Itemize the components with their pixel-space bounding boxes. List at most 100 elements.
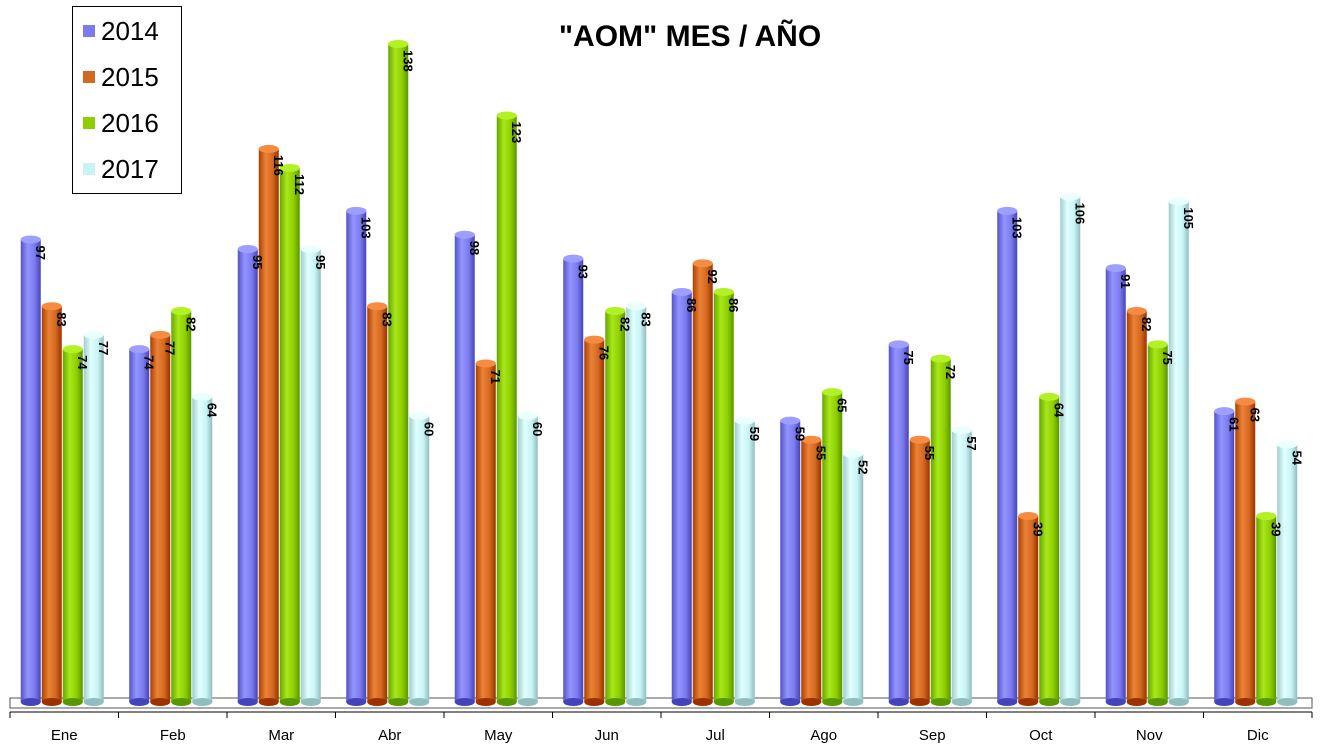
data-label-2017-Jun: 83 bbox=[638, 312, 653, 326]
data-label-2017-Abr: 60 bbox=[421, 422, 436, 436]
bar-top bbox=[843, 450, 864, 459]
bar-2015-Ene bbox=[41, 302, 62, 706]
bar-base bbox=[83, 698, 104, 706]
bar-base bbox=[605, 698, 626, 706]
data-label-2016-Sep: 72 bbox=[943, 365, 958, 379]
bar-base bbox=[346, 698, 367, 706]
bar-2014-Jun bbox=[563, 254, 584, 706]
legend-item-2017: 2017 bbox=[83, 149, 159, 189]
bar-base bbox=[150, 698, 171, 706]
x-tick-label-Sep: Sep bbox=[919, 727, 946, 744]
bar-2017-Dic bbox=[1277, 440, 1298, 706]
data-label-2016-Ene: 74 bbox=[75, 355, 90, 370]
bar-2017-Nov bbox=[1168, 197, 1189, 706]
bar-body bbox=[801, 439, 822, 702]
bar-top bbox=[1126, 307, 1147, 316]
bar-base bbox=[997, 698, 1018, 706]
x-tick-label-Oct: Oct bbox=[1029, 727, 1053, 744]
bar-body bbox=[388, 44, 409, 702]
bar-base bbox=[951, 698, 972, 706]
bar-base bbox=[300, 698, 321, 706]
data-label-2014-Abr: 103 bbox=[358, 217, 373, 239]
data-label-2017-Ene: 77 bbox=[96, 341, 111, 355]
bar-top bbox=[475, 359, 496, 368]
bar-body bbox=[1147, 344, 1168, 702]
bar-2014-Abr bbox=[346, 206, 367, 706]
bar-base bbox=[475, 698, 496, 706]
bar-top bbox=[1039, 392, 1060, 401]
bar-body bbox=[83, 334, 104, 702]
bar-top bbox=[517, 411, 538, 420]
bar-body bbox=[279, 167, 300, 702]
bar-base bbox=[888, 698, 909, 706]
data-label-2014-Feb: 74 bbox=[141, 355, 156, 370]
x-tick-label-Dic: Dic bbox=[1247, 727, 1269, 744]
bar-body bbox=[454, 234, 475, 702]
bar-top bbox=[1277, 440, 1298, 449]
bar-body bbox=[1060, 196, 1081, 702]
bar-body bbox=[1168, 201, 1189, 702]
bar-base bbox=[454, 698, 475, 706]
bar-top bbox=[41, 302, 62, 311]
bar-top bbox=[1256, 512, 1277, 521]
bar-top bbox=[1214, 407, 1235, 416]
bar-top bbox=[584, 335, 605, 344]
x-tick-label-Nov: Nov bbox=[1136, 727, 1163, 744]
bar-body bbox=[713, 291, 734, 702]
bar-2017-May bbox=[517, 411, 538, 706]
bar-base bbox=[1105, 698, 1126, 706]
bar-body bbox=[1214, 411, 1235, 702]
legend-label-2015: 2015 bbox=[101, 61, 159, 92]
bar-base bbox=[20, 698, 41, 706]
bar-base bbox=[517, 698, 538, 706]
bar-base bbox=[930, 698, 951, 706]
x-tick-label-Jul: Jul bbox=[706, 727, 725, 744]
bar-2016-Ene bbox=[62, 345, 83, 706]
bar-body bbox=[822, 392, 843, 702]
bar-base bbox=[258, 698, 279, 706]
bar-body bbox=[1277, 444, 1298, 702]
bar-top bbox=[388, 40, 409, 48]
bar-2017-Ago bbox=[843, 450, 864, 706]
bar-base bbox=[563, 698, 584, 706]
bar-2016-Feb bbox=[171, 307, 192, 706]
bar-2017-Sep bbox=[951, 426, 972, 706]
legend-swatch-2017 bbox=[83, 163, 95, 175]
bar-2016-Dic bbox=[1256, 512, 1277, 706]
bar-body bbox=[517, 415, 538, 702]
bar-2017-Mar bbox=[300, 245, 321, 706]
bar-body bbox=[692, 263, 713, 702]
bar-top bbox=[801, 435, 822, 444]
bar-base bbox=[388, 698, 409, 706]
bar-body bbox=[62, 349, 83, 702]
bar-2015-Abr bbox=[367, 302, 388, 706]
x-tick-label-Mar: Mar bbox=[268, 727, 294, 744]
bar-top bbox=[930, 354, 951, 363]
data-label-2015-Nov: 82 bbox=[1139, 317, 1154, 331]
bar-2017-Ene bbox=[83, 330, 104, 706]
bar-top bbox=[692, 259, 713, 268]
data-labels-group: 97 83 74 77 74 77 82 64 95 116 112 95 103 83 138 60 98 71… bbox=[33, 50, 1305, 537]
data-label-2017-May: 60 bbox=[530, 422, 545, 436]
data-label-2014-Jun: 93 bbox=[575, 265, 590, 279]
bar-body bbox=[150, 334, 171, 702]
bar-top bbox=[1018, 512, 1039, 521]
bar-base bbox=[496, 698, 517, 706]
bar-body bbox=[780, 420, 801, 702]
bar-body bbox=[951, 430, 972, 702]
bar-body bbox=[41, 306, 62, 702]
bar-body bbox=[258, 148, 279, 702]
bar-body bbox=[888, 344, 909, 702]
data-label-2016-Abr: 138 bbox=[400, 50, 415, 72]
chart-title: "AOM" MES / AÑO bbox=[559, 19, 821, 53]
bar-2015-Mar bbox=[258, 144, 279, 706]
bar-body bbox=[1018, 516, 1039, 702]
bar-2017-Abr bbox=[409, 411, 430, 706]
data-label-2017-Mar: 95 bbox=[313, 255, 328, 269]
bar-2014-Mar bbox=[237, 245, 258, 706]
bar-base bbox=[1168, 698, 1189, 706]
bar-base bbox=[367, 698, 388, 706]
x-tick-label-Ago: Ago bbox=[810, 727, 837, 744]
bar-top bbox=[83, 330, 104, 339]
